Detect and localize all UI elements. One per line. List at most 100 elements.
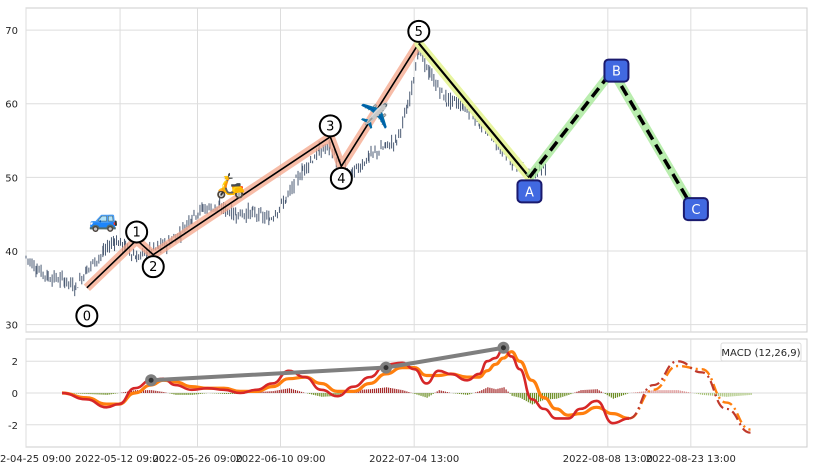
forecast-histogram-bar	[746, 393, 748, 396]
forecast-histogram-bar	[661, 390, 663, 393]
price-ytick-label: 30	[5, 321, 18, 332]
histogram-bar	[173, 393, 175, 395]
histogram-bar	[446, 392, 448, 393]
forecast-histogram-bar	[679, 390, 681, 393]
x-tick-label: 2022-06-10 09:00	[235, 454, 325, 465]
histogram-bar	[509, 393, 511, 394]
histogram-bar	[521, 393, 523, 399]
histogram-bar	[483, 389, 485, 393]
wave-label-circle	[75, 304, 99, 328]
forecast-histogram-bar	[663, 390, 665, 393]
histogram-bar	[264, 391, 266, 393]
forecast-histogram-bar	[681, 390, 683, 393]
forecast-histogram-bar	[655, 390, 657, 393]
histogram-bar	[143, 390, 145, 393]
forecast-histogram-bar	[641, 391, 643, 393]
histogram-bar	[96, 393, 98, 395]
histogram-bar	[606, 393, 608, 396]
forecast-histogram-bar	[740, 393, 742, 396]
price-ytick-label: 50	[5, 173, 18, 184]
histogram-bar	[104, 393, 106, 395]
histogram-bar	[153, 390, 155, 393]
histogram-bar	[371, 388, 374, 393]
histogram-bar	[616, 393, 619, 398]
wave-label-2: 2	[149, 260, 157, 275]
forecast-histogram-bar	[697, 393, 700, 395]
histogram-bar	[175, 393, 177, 395]
forecast-histogram-bar	[738, 393, 740, 396]
forecast-histogram-bar	[712, 393, 714, 396]
histogram-bar	[475, 392, 477, 393]
corrective-label-C: C	[691, 203, 700, 218]
histogram-bar	[268, 391, 270, 393]
histogram-bar	[78, 393, 80, 394]
histogram-bar	[487, 387, 489, 393]
histogram-bar	[147, 390, 149, 393]
forecast-histogram-bar	[635, 392, 637, 393]
airplane-icon: ✈️	[360, 101, 390, 130]
histogram-bar	[124, 391, 126, 393]
histogram-bar	[556, 393, 558, 399]
histogram-bar	[230, 393, 232, 394]
histogram-bar	[436, 391, 438, 393]
histogram-bar	[94, 393, 96, 395]
forecast-histogram-bar	[701, 393, 704, 395]
histogram-bar	[388, 387, 390, 393]
histogram-bar	[266, 391, 268, 393]
histogram-bar	[614, 393, 617, 399]
histogram-bar	[335, 393, 337, 396]
histogram-bar	[122, 392, 124, 393]
histogram-bar	[80, 393, 82, 394]
macd-ytick-label: 0	[12, 389, 18, 400]
histogram-bar	[584, 389, 586, 393]
histogram-bar	[86, 393, 88, 394]
histogram-bar	[560, 393, 562, 398]
histogram-bar	[588, 389, 590, 393]
forecast-histogram-bar	[730, 393, 732, 397]
histogram-bar	[515, 393, 517, 397]
histogram-bar	[610, 393, 612, 398]
histogram-bar	[511, 393, 513, 396]
forecast-histogram-bar	[645, 391, 647, 393]
histogram-bar	[145, 390, 147, 393]
histogram-bar	[300, 391, 303, 393]
histogram-bar	[570, 393, 572, 395]
histogram-bar	[622, 393, 625, 396]
histogram-bar	[456, 393, 459, 394]
histogram-bar	[481, 390, 483, 393]
histogram-bar	[290, 388, 293, 393]
histogram-bar	[311, 393, 313, 395]
scooter-icon: 🛵	[216, 172, 246, 200]
forecast-histogram-bar	[734, 393, 736, 397]
histogram-bar	[618, 393, 621, 397]
histogram-bar	[361, 389, 363, 393]
forecast-histogram-bar	[750, 393, 752, 395]
histogram-bar	[171, 393, 173, 394]
histogram-bar	[359, 389, 361, 393]
histogram-bar	[302, 392, 305, 393]
histogram-bar	[369, 389, 371, 393]
histogram-bar	[420, 393, 422, 396]
x-tick-label: 2022-07-04 13:00	[369, 454, 459, 465]
forecast-histogram-bar	[710, 393, 712, 396]
histogram-bar	[375, 388, 378, 393]
histogram-bar	[201, 393, 203, 394]
wave-label-circle	[125, 220, 149, 244]
signal-line	[61, 350, 630, 421]
histogram-bar	[554, 393, 556, 399]
histogram-bar	[189, 393, 191, 395]
histogram-bar	[469, 393, 471, 395]
histogram-bar	[604, 393, 606, 394]
price-plot-area	[25, 7, 808, 333]
histogram-bar	[626, 393, 629, 394]
forecast-histogram-bar	[639, 391, 641, 393]
histogram-bar	[513, 393, 515, 397]
histogram-bar	[612, 393, 614, 399]
histogram-bar	[292, 389, 295, 393]
histogram-bar	[404, 390, 406, 393]
forecast-histogram-bar	[647, 390, 649, 393]
histogram-bar	[464, 393, 467, 395]
histogram-bar	[550, 393, 552, 400]
histogram-bar	[491, 388, 493, 393]
forecast-histogram-bar	[667, 390, 669, 393]
